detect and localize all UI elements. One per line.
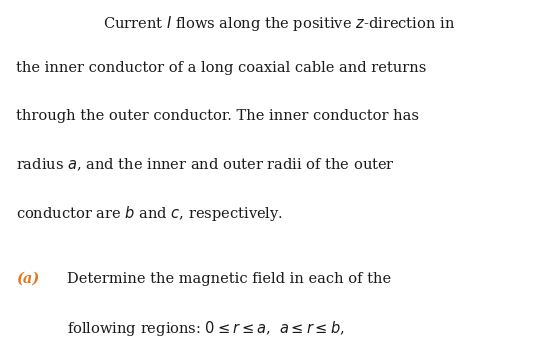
Text: Current $I$ flows along the positive $z$-direction in: Current $I$ flows along the positive $z$… xyxy=(103,14,455,33)
Text: Determine the magnetic field in each of the: Determine the magnetic field in each of … xyxy=(67,272,391,286)
Text: through the outer conductor. The inner conductor has: through the outer conductor. The inner c… xyxy=(17,109,420,123)
Text: (a): (a) xyxy=(17,272,40,286)
Text: conductor are $b$ and $c$, respectively.: conductor are $b$ and $c$, respectively. xyxy=(17,204,284,223)
Text: following regions: $0 \leq r \leq a$,  $a \leq r \leq b$,: following regions: $0 \leq r \leq a$, $a… xyxy=(67,319,345,338)
Text: the inner conductor of a long coaxial cable and returns: the inner conductor of a long coaxial ca… xyxy=(17,62,427,76)
Text: radius $a$, and the inner and outer radii of the outer: radius $a$, and the inner and outer radi… xyxy=(17,156,395,173)
